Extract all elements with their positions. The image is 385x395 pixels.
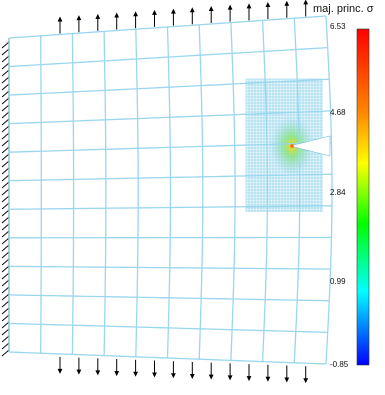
support-hatch-tick	[2, 98, 9, 104]
colorbar-tick-max: 6.53	[330, 22, 346, 31]
colorbar-tick-mid: 2.84	[330, 188, 346, 197]
support-hatch-tick	[2, 105, 9, 111]
support-hatch-tick	[2, 91, 9, 97]
support-hatch-tick	[2, 210, 9, 216]
support-hatch-tick	[2, 196, 9, 202]
support-hatch-tick	[2, 350, 9, 356]
bottom-load-arrows	[58, 357, 309, 383]
arrow-up-icon	[284, 1, 289, 6]
support-hatch-tick	[2, 49, 9, 55]
arrow-up-icon	[133, 11, 138, 16]
support-hatch-tick	[2, 175, 9, 181]
support-hatch-tick	[2, 315, 9, 321]
support-hatch-tick	[2, 147, 9, 153]
support-hatch-tick	[2, 56, 9, 62]
arrow-down-icon	[284, 378, 289, 383]
arrow-up-icon	[95, 14, 100, 19]
support-hatch-tick	[2, 42, 9, 48]
arrow-down-icon	[114, 371, 119, 376]
support-hatch-tick	[2, 119, 9, 125]
arrow-down-icon	[228, 375, 233, 380]
support-hatch-tick	[2, 224, 9, 230]
support-hatch-tick	[2, 133, 9, 139]
support-hatch-tick	[2, 231, 9, 237]
colorbar-title: maj. princ. σ	[313, 3, 374, 15]
support-hatch-tick	[2, 154, 9, 160]
support-hatch-tick	[2, 273, 9, 279]
arrow-up-icon	[171, 9, 176, 14]
support-hatch-tick	[2, 343, 9, 349]
arrow-up-icon	[114, 13, 119, 18]
support-hatch-tick	[2, 126, 9, 132]
support-hatch-tick	[2, 287, 9, 293]
arrow-down-icon	[247, 376, 252, 381]
arrow-down-icon	[303, 378, 308, 383]
support-hatch-tick	[2, 336, 9, 342]
arrow-down-icon	[58, 369, 63, 374]
arrow-up-icon	[152, 10, 157, 15]
support-hatch-tick	[2, 63, 9, 69]
arrow-down-icon	[77, 370, 82, 375]
arrow-down-icon	[152, 373, 157, 378]
arrow-up-icon	[303, 0, 308, 4]
mesh-line-vertical	[72, 34, 73, 355]
support-hatch-tick	[2, 203, 9, 209]
arrow-up-icon	[77, 15, 82, 20]
colorbar-tick-upper: 4.68	[330, 108, 346, 117]
support-hatch-tick	[2, 329, 9, 335]
colorbar-tick-lower: 0.99	[330, 277, 346, 286]
mesh-line-vertical	[168, 27, 171, 358]
mesh-line-vertical	[41, 36, 42, 353]
arrow-up-icon	[209, 6, 214, 11]
arrow-up-icon	[228, 5, 233, 10]
support-hatch-tick	[2, 238, 9, 244]
support-hatch-tick	[2, 259, 9, 265]
support-hatch-tick	[2, 168, 9, 174]
support-hatch-tick	[2, 266, 9, 272]
mesh-line-vertical	[136, 29, 138, 357]
colorbar	[357, 29, 369, 365]
support-hatch-tick	[2, 294, 9, 300]
arrow-up-icon	[58, 16, 63, 21]
support-hatch-tick	[2, 280, 9, 286]
mesh-line-vertical	[231, 23, 235, 361]
top-load-arrows	[58, 0, 309, 33]
colorbar-tick-min: -0.85	[330, 360, 348, 369]
support-hatch-tick	[2, 301, 9, 307]
support-hatch-tick	[2, 140, 9, 146]
support-hatch-tick	[2, 252, 9, 258]
fixed-support-hatch-icon	[2, 38, 9, 356]
mesh-line-vertical	[104, 31, 106, 355]
arrow-down-icon	[171, 373, 176, 378]
crack-tip-point	[290, 144, 294, 148]
mesh-line-vertical	[199, 25, 203, 359]
support-hatch-tick	[2, 245, 9, 251]
arrow-up-icon	[190, 7, 195, 12]
arrow-up-icon	[247, 3, 252, 8]
support-hatch-tick	[2, 189, 9, 195]
support-hatch-tick	[2, 112, 9, 118]
support-hatch-tick	[2, 182, 9, 188]
arrow-up-icon	[266, 2, 271, 7]
support-hatch-tick	[2, 161, 9, 167]
support-hatch-tick	[2, 217, 9, 223]
support-hatch-tick	[2, 77, 9, 83]
support-hatch-tick	[2, 322, 9, 328]
arrow-down-icon	[266, 377, 271, 382]
arrow-down-icon	[95, 370, 100, 375]
arrow-down-icon	[190, 374, 195, 379]
arrow-down-icon	[209, 375, 214, 380]
support-hatch-tick	[2, 308, 9, 314]
arrow-down-icon	[133, 372, 138, 377]
support-hatch-tick	[2, 70, 9, 76]
support-hatch-tick	[2, 84, 9, 90]
